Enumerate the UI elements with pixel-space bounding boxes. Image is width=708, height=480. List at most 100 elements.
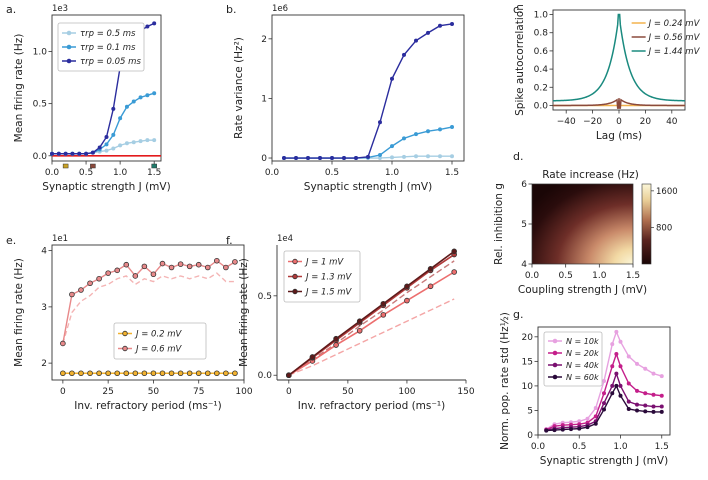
j-marker <box>151 163 157 169</box>
data-point <box>610 391 615 396</box>
data-point <box>651 371 656 376</box>
data-point <box>585 425 590 430</box>
legend-label: τrp = 0.5 ms <box>80 29 136 39</box>
data-point <box>204 370 211 377</box>
data-point <box>626 354 631 359</box>
data-point <box>659 409 664 414</box>
y-tick-label: 4 <box>41 247 47 257</box>
y-axis-label: Norm. pop. rate std (Hz½) <box>499 312 511 450</box>
data-point <box>610 383 615 388</box>
data-point <box>186 263 193 270</box>
data-point <box>390 155 394 160</box>
x-tick-label: 0 <box>60 387 66 397</box>
data-point <box>577 426 582 431</box>
data-point <box>602 401 606 406</box>
x-tick-label: 1.5 <box>655 442 669 452</box>
legend-label: J = 1.3 mV <box>304 273 353 283</box>
data-point <box>195 370 202 377</box>
data-point <box>659 404 664 409</box>
data-point <box>427 266 434 272</box>
panel-b: b. 0.0 0.5 1.0 1.5 0 1 2 Synaptic strength J (mV… <box>226 3 465 193</box>
data-point <box>111 132 116 137</box>
data-point <box>659 374 664 379</box>
data-point <box>354 156 358 161</box>
data-point <box>635 408 639 413</box>
data-point <box>366 154 370 159</box>
data-point <box>177 261 184 267</box>
x-axis-label: Inv. refractory period (ms⁻¹) <box>298 400 445 412</box>
y-axis-label: Mean firing rate (Hz) <box>238 258 250 367</box>
legend-marker <box>552 374 558 380</box>
data-point <box>390 76 394 81</box>
x-tick-label: 40 <box>666 117 678 127</box>
data-point <box>97 145 102 150</box>
legend-box <box>113 322 207 360</box>
data-point <box>426 154 430 159</box>
x-axis-label: Synaptic strength J (mV) <box>42 181 170 193</box>
panel-g: g. 0.0 0.5 1.0 1.5 0 5 10 15 20 Synaptic strength … <box>499 308 671 467</box>
data-point <box>50 151 54 156</box>
y-axis-label: Mean firing rate (Hz) <box>13 258 25 367</box>
x-tick-label: 0.5 <box>325 168 339 178</box>
heatmap-title: Rate increase (Hz) <box>542 169 639 181</box>
plot-frame <box>51 14 162 162</box>
y-axis-label: Spike autocorrelation <box>514 4 526 116</box>
y-tick-label: 1.0 <box>534 11 549 21</box>
data-point <box>380 300 387 307</box>
data-point <box>426 30 430 35</box>
data-point <box>150 370 157 377</box>
legend-label: τrp = 0.05 ms <box>80 57 141 67</box>
x-tick-label: 75 <box>193 387 204 397</box>
x-tick-label: 25 <box>102 387 113 397</box>
data-point <box>232 259 238 265</box>
data-point <box>585 416 590 421</box>
data-point <box>602 407 606 412</box>
y-tick-label: 5 <box>521 220 527 230</box>
data-point <box>643 366 648 371</box>
colorbar-tick-label: 1600 <box>656 187 678 197</box>
data-point <box>141 263 148 270</box>
data-point <box>610 364 615 369</box>
axis-multiplier: 1e3 <box>52 4 68 14</box>
x-axis-label: Synaptic strength J (mV) <box>540 455 668 467</box>
legend-box <box>543 331 603 387</box>
data-point <box>90 150 95 155</box>
panel-label: f. <box>226 234 233 247</box>
y-tick-label: 20 <box>522 333 534 343</box>
legend-label: N = 10k <box>566 337 599 346</box>
data-point <box>84 151 89 156</box>
data-point <box>124 104 129 109</box>
data-point <box>214 257 220 264</box>
panel-label: b. <box>226 3 236 16</box>
y-tick-label: 2 <box>41 359 47 369</box>
y-tick-label: 6 <box>521 180 527 190</box>
y-tick-label: 0.0 <box>258 371 273 381</box>
data-point <box>614 371 619 376</box>
data-point <box>104 142 109 147</box>
data-point <box>123 370 130 377</box>
data-point <box>651 409 656 414</box>
panel-label: d. <box>513 150 523 163</box>
data-point <box>96 275 102 282</box>
data-point <box>186 370 193 377</box>
x-axis-label: Lag (ms) <box>596 130 642 142</box>
legend-label: N = 20k <box>566 349 599 358</box>
x-tick-label: −40 <box>557 117 576 127</box>
y-tick-label: 4 <box>521 260 527 270</box>
data-point <box>145 93 150 98</box>
data-point <box>204 264 211 271</box>
x-axis-label: Coupling strength J (mV) <box>518 284 647 296</box>
data-point <box>404 297 410 304</box>
data-point <box>614 329 619 334</box>
data-point <box>87 370 93 377</box>
data-point <box>56 151 61 156</box>
legend-marker <box>292 258 298 265</box>
data-point <box>152 91 157 96</box>
legend-marker <box>552 350 558 356</box>
x-tick-label: −20 <box>583 117 602 127</box>
plot-frame <box>552 9 686 111</box>
data-point <box>145 138 150 143</box>
data-point <box>333 335 339 342</box>
data-point <box>593 406 598 410</box>
